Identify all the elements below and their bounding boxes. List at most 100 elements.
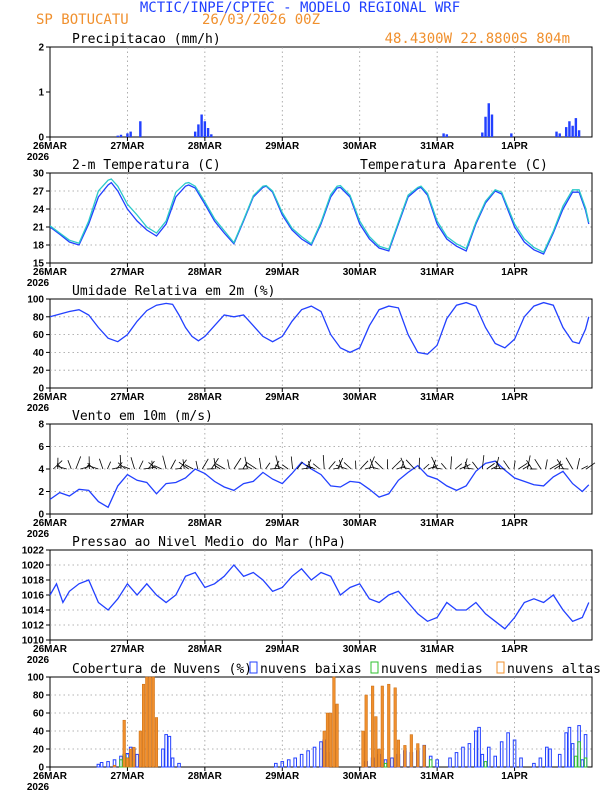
- cloud-bar-altas: [112, 764, 117, 768]
- wind-vector: [585, 462, 596, 470]
- cloud-bar-baixas: [493, 755, 498, 768]
- cloud-bar-baixas: [580, 759, 585, 768]
- y-tick-label: 21: [33, 223, 45, 234]
- precip-bar: [200, 114, 203, 137]
- wind-vector: [432, 467, 442, 470]
- wind-vector: [556, 459, 564, 470]
- x-tick-label: 30MAR: [343, 771, 378, 782]
- x-tick-label: 31MAR: [420, 141, 455, 152]
- cloud-bar-altas: [364, 694, 368, 768]
- wind-vector: [215, 463, 226, 470]
- cloud-bar-medias: [583, 757, 588, 768]
- x-tick-label: 28MAR: [188, 518, 223, 529]
- cloud-bar-altas: [325, 712, 329, 768]
- panel-rh: 0 20 40 60 80 100 26MAR 27MAR 28MAR 29MAR 30MAR 31M…: [27, 284, 593, 414]
- panel-frame: [49, 298, 593, 389]
- x-year-label: 2026: [27, 782, 50, 792]
- cloud-bar-altas: [396, 739, 400, 768]
- x-tick-label: 28MAR: [188, 141, 223, 152]
- wind-vector: [138, 460, 144, 470]
- y-tick-label: 30: [33, 169, 45, 180]
- cloud-bar-baixas: [312, 746, 317, 768]
- cloud-bar-baixas: [564, 732, 568, 768]
- y-tick-label: 1: [38, 88, 44, 99]
- x-tick-label: 29MAR: [265, 267, 300, 278]
- series-line-main: [49, 564, 590, 630]
- precip-bar: [445, 134, 449, 137]
- wind-vector: [184, 464, 194, 470]
- cloud-bar-baixas: [477, 726, 481, 768]
- cloud-bar-baixas: [499, 741, 504, 768]
- wind-vector: [549, 462, 561, 470]
- legend-apparent-temperature: Temperatura Aparente (C): [360, 158, 548, 173]
- y-tick-label: 0: [38, 133, 44, 144]
- wind-vector: [147, 460, 155, 470]
- x-tick-label: 28MAR: [188, 771, 223, 782]
- wind-vector: [117, 462, 126, 470]
- x-tick-label: 1APR: [501, 141, 528, 152]
- x-tick-label: 29MAR: [265, 518, 300, 529]
- cloud-bar-baixas: [486, 746, 491, 768]
- wind-vector: [328, 461, 336, 470]
- x-tick-label: 30MAR: [343, 392, 378, 403]
- cloud-bar-altas: [374, 716, 378, 768]
- wind-vector: [116, 462, 123, 470]
- wind-vector: [400, 457, 406, 470]
- wind-vector: [282, 464, 289, 470]
- x-tick-label: 26MAR: [33, 141, 68, 152]
- wind-vector: [374, 460, 384, 470]
- wind-vector: [343, 462, 352, 470]
- precip-bar: [193, 131, 197, 137]
- cloud-bar-altas: [322, 730, 326, 768]
- x-tick-label: 27MAR: [110, 771, 145, 782]
- station-name: SP BOTUCATU: [36, 12, 129, 28]
- wind-vector: [423, 463, 430, 470]
- wind-vector: [182, 459, 185, 470]
- cloud-bar-altas: [422, 745, 426, 768]
- cloud-bar-baixas: [274, 762, 278, 768]
- wind-vector: [201, 458, 209, 470]
- cloud-bar-altas: [125, 757, 129, 768]
- x-year-label: 2026: [27, 403, 50, 414]
- wind-vector: [246, 462, 257, 470]
- wind-vector: [565, 457, 573, 470]
- wind-vector: [244, 456, 248, 470]
- wind-vector: [227, 459, 230, 470]
- y-tick-label: 80: [33, 691, 45, 702]
- wind-vector: [364, 466, 373, 470]
- cloud-bar-baixas: [280, 761, 285, 768]
- precip-bar: [481, 132, 484, 137]
- wind-vector: [75, 456, 82, 470]
- legend-label-altas: nuvens altas: [507, 662, 601, 677]
- cloud-bar-altas: [335, 703, 339, 768]
- cloud-bar-altas: [409, 734, 413, 768]
- wind-vector: [518, 462, 528, 470]
- wind-vector: [335, 464, 347, 470]
- cloud-bar-baixas: [135, 753, 139, 768]
- cloud-bar-baixas: [567, 726, 572, 768]
- precip-bar: [116, 135, 119, 137]
- wind-vector: [495, 460, 501, 470]
- wind-vector: [522, 464, 531, 470]
- y-tick-label: 40: [33, 727, 45, 738]
- precip-bar: [577, 130, 581, 137]
- cloud-bar-medias: [119, 759, 123, 768]
- panel-title: 2-m Temperatura (C): [72, 158, 221, 173]
- cloud-bar-altas: [129, 748, 133, 768]
- precip-bar: [119, 134, 123, 137]
- cloud-bar-altas: [151, 676, 155, 768]
- run-datetime: 26/03/2026 00Z: [202, 12, 320, 28]
- cloud-bar-medias: [574, 755, 578, 768]
- y-tick-label: 1014: [22, 606, 45, 617]
- wind-vector: [402, 466, 411, 470]
- cloud-bar-altas: [145, 676, 149, 768]
- cloud-bar-baixas: [286, 759, 291, 768]
- wind-vector: [259, 457, 262, 470]
- cloud-bar-baixas: [519, 757, 523, 768]
- wind-vector: [123, 466, 131, 470]
- x-tick-label: 30MAR: [343, 267, 378, 278]
- x-tick-label: 30MAR: [343, 518, 378, 529]
- wind-vector: [154, 465, 162, 470]
- wind-vector: [464, 461, 470, 470]
